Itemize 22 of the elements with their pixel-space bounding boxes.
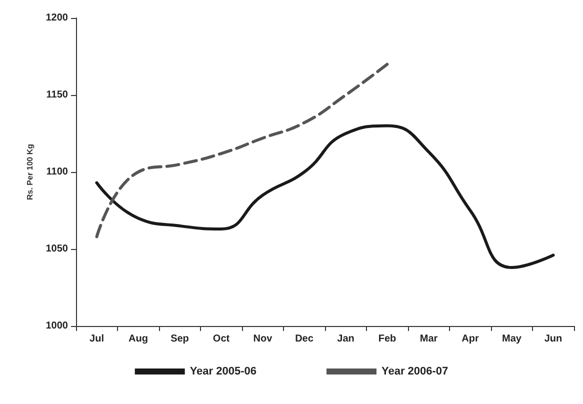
legend-label: Year 2005-06 bbox=[190, 366, 256, 378]
y-tick-label: 1050 bbox=[46, 244, 68, 254]
legend-label: Year 2006-07 bbox=[382, 366, 448, 378]
y-axis-title: Rs. Per 100 Kg bbox=[26, 144, 34, 200]
x-tick-label: Nov bbox=[253, 334, 273, 344]
x-tick-label: Jun bbox=[544, 334, 562, 344]
y-tick-label: 1150 bbox=[46, 90, 68, 100]
x-tick-label: Aug bbox=[128, 334, 148, 344]
x-tick-label: Oct bbox=[212, 334, 230, 344]
x-tick-label: Mar bbox=[420, 334, 438, 344]
x-tick-label: Jan bbox=[337, 334, 354, 344]
x-tick-label: Feb bbox=[378, 334, 396, 344]
x-tick-label: Jul bbox=[90, 334, 104, 344]
y-tick-label: 1000 bbox=[46, 320, 68, 332]
line-series bbox=[95, 124, 555, 269]
y-tick-label: 1200 bbox=[46, 12, 68, 24]
x-tick-label: Dec bbox=[295, 334, 314, 344]
y-tick-label: 1100 bbox=[46, 166, 68, 178]
line-series bbox=[95, 62, 389, 238]
x-tick-label: Sep bbox=[170, 334, 189, 344]
x-tick-label: Apr bbox=[462, 334, 479, 344]
x-tick-label: May bbox=[502, 334, 522, 344]
